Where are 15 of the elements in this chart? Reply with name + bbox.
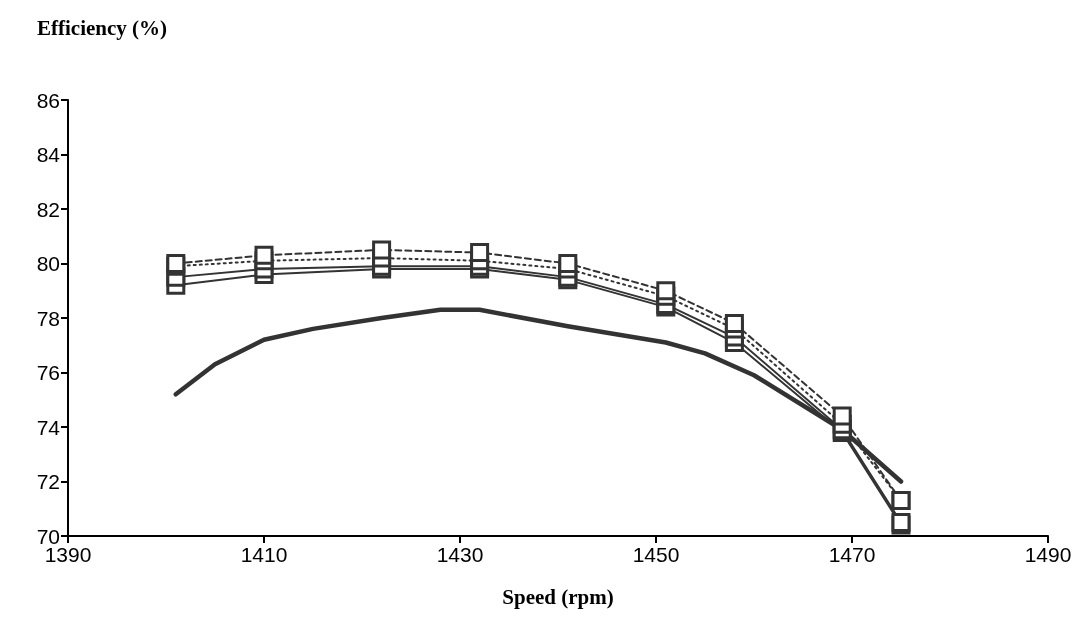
- y-tick-label: 80: [36, 252, 60, 275]
- x-tick-label: 1470: [828, 543, 876, 566]
- y-tick-label: 84: [36, 143, 61, 166]
- y-tick-label: 82: [36, 197, 60, 221]
- x-tick-label: 1410: [240, 543, 288, 566]
- y-tick-label: 86: [36, 88, 60, 112]
- y-tick-label: 76: [36, 361, 60, 384]
- y-axis-title: Efficiency (%): [37, 15, 168, 40]
- x-axis-title: Speed (rpm): [502, 584, 614, 609]
- y-tick-label: 72: [36, 470, 60, 493]
- y-tick-label: 78: [36, 306, 60, 330]
- x-tick-label: 1430: [436, 543, 484, 566]
- y-tick-label: 74: [36, 415, 61, 439]
- x-tick-label: 1490: [1024, 543, 1072, 566]
- x-tick-label: 1450: [632, 543, 680, 566]
